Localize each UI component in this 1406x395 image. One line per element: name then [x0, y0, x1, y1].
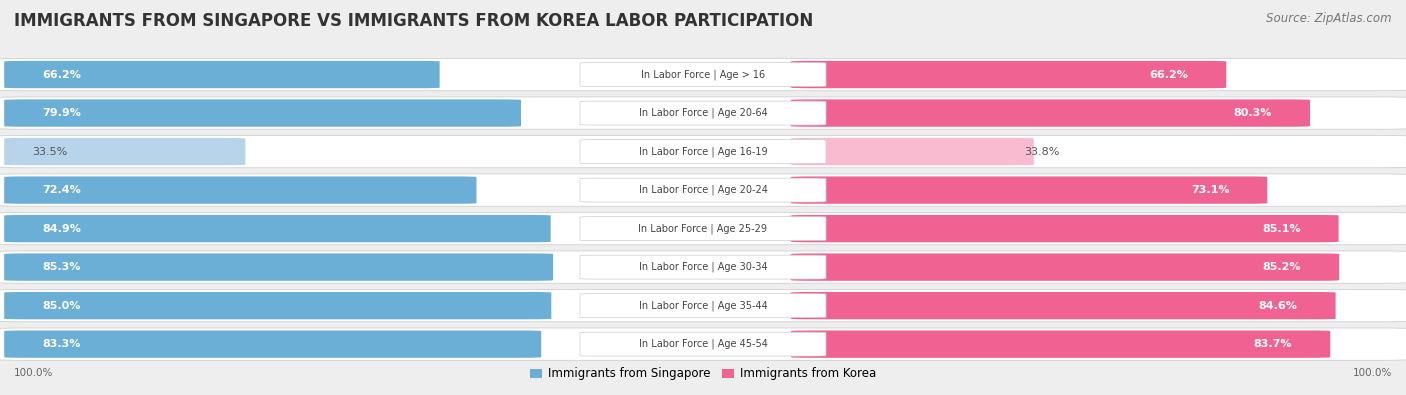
Text: 83.7%: 83.7% [1254, 339, 1292, 349]
Text: In Labor Force | Age 45-54: In Labor Force | Age 45-54 [638, 339, 768, 350]
FancyBboxPatch shape [581, 217, 825, 241]
Text: 73.1%: 73.1% [1191, 185, 1229, 195]
FancyBboxPatch shape [581, 255, 825, 279]
Text: 79.9%: 79.9% [42, 108, 82, 118]
Text: 80.3%: 80.3% [1233, 108, 1272, 118]
Text: In Labor Force | Age 16-19: In Labor Force | Age 16-19 [638, 146, 768, 157]
FancyBboxPatch shape [790, 100, 1310, 127]
FancyBboxPatch shape [790, 292, 1336, 319]
FancyBboxPatch shape [790, 61, 1226, 88]
Text: 72.4%: 72.4% [42, 185, 82, 195]
FancyBboxPatch shape [581, 101, 825, 125]
FancyBboxPatch shape [581, 140, 825, 164]
FancyBboxPatch shape [790, 331, 1330, 358]
Text: 33.5%: 33.5% [32, 147, 67, 156]
FancyBboxPatch shape [581, 332, 825, 356]
FancyBboxPatch shape [0, 328, 1406, 360]
Text: 84.6%: 84.6% [1258, 301, 1298, 310]
FancyBboxPatch shape [4, 177, 477, 204]
FancyBboxPatch shape [790, 138, 1033, 165]
FancyBboxPatch shape [4, 254, 553, 281]
FancyBboxPatch shape [0, 135, 1406, 168]
Text: Source: ZipAtlas.com: Source: ZipAtlas.com [1267, 12, 1392, 25]
FancyBboxPatch shape [4, 61, 440, 88]
Text: 33.8%: 33.8% [1024, 147, 1059, 156]
Text: 85.1%: 85.1% [1263, 224, 1301, 233]
FancyBboxPatch shape [0, 290, 1406, 322]
FancyBboxPatch shape [0, 58, 1406, 91]
FancyBboxPatch shape [4, 100, 522, 127]
Text: In Labor Force | Age > 16: In Labor Force | Age > 16 [641, 69, 765, 80]
Text: In Labor Force | Age 30-34: In Labor Force | Age 30-34 [638, 262, 768, 273]
FancyBboxPatch shape [790, 215, 1339, 242]
Text: 100.0%: 100.0% [14, 368, 53, 378]
FancyBboxPatch shape [581, 178, 825, 202]
FancyBboxPatch shape [0, 213, 1406, 245]
Text: In Labor Force | Age 20-64: In Labor Force | Age 20-64 [638, 108, 768, 118]
Text: 66.2%: 66.2% [42, 70, 82, 79]
Text: In Labor Force | Age 25-29: In Labor Force | Age 25-29 [638, 223, 768, 234]
FancyBboxPatch shape [4, 331, 541, 358]
FancyBboxPatch shape [0, 174, 1406, 206]
FancyBboxPatch shape [4, 215, 551, 242]
Text: 100.0%: 100.0% [1353, 368, 1392, 378]
Text: In Labor Force | Age 20-24: In Labor Force | Age 20-24 [638, 185, 768, 196]
Text: 84.9%: 84.9% [42, 224, 82, 233]
Text: In Labor Force | Age 35-44: In Labor Force | Age 35-44 [638, 300, 768, 311]
FancyBboxPatch shape [0, 97, 1406, 129]
Text: 66.2%: 66.2% [1150, 70, 1188, 79]
FancyBboxPatch shape [581, 294, 825, 318]
FancyBboxPatch shape [4, 138, 246, 165]
Text: 85.3%: 85.3% [42, 262, 80, 272]
Text: 85.2%: 85.2% [1263, 262, 1301, 272]
FancyBboxPatch shape [790, 254, 1339, 281]
Text: IMMIGRANTS FROM SINGAPORE VS IMMIGRANTS FROM KOREA LABOR PARTICIPATION: IMMIGRANTS FROM SINGAPORE VS IMMIGRANTS … [14, 12, 813, 30]
FancyBboxPatch shape [4, 292, 551, 319]
Text: 83.3%: 83.3% [42, 339, 80, 349]
Text: 85.0%: 85.0% [42, 301, 80, 310]
FancyBboxPatch shape [581, 63, 825, 87]
Legend: Immigrants from Singapore, Immigrants from Korea: Immigrants from Singapore, Immigrants fr… [526, 363, 880, 385]
FancyBboxPatch shape [0, 251, 1406, 283]
FancyBboxPatch shape [790, 177, 1267, 204]
